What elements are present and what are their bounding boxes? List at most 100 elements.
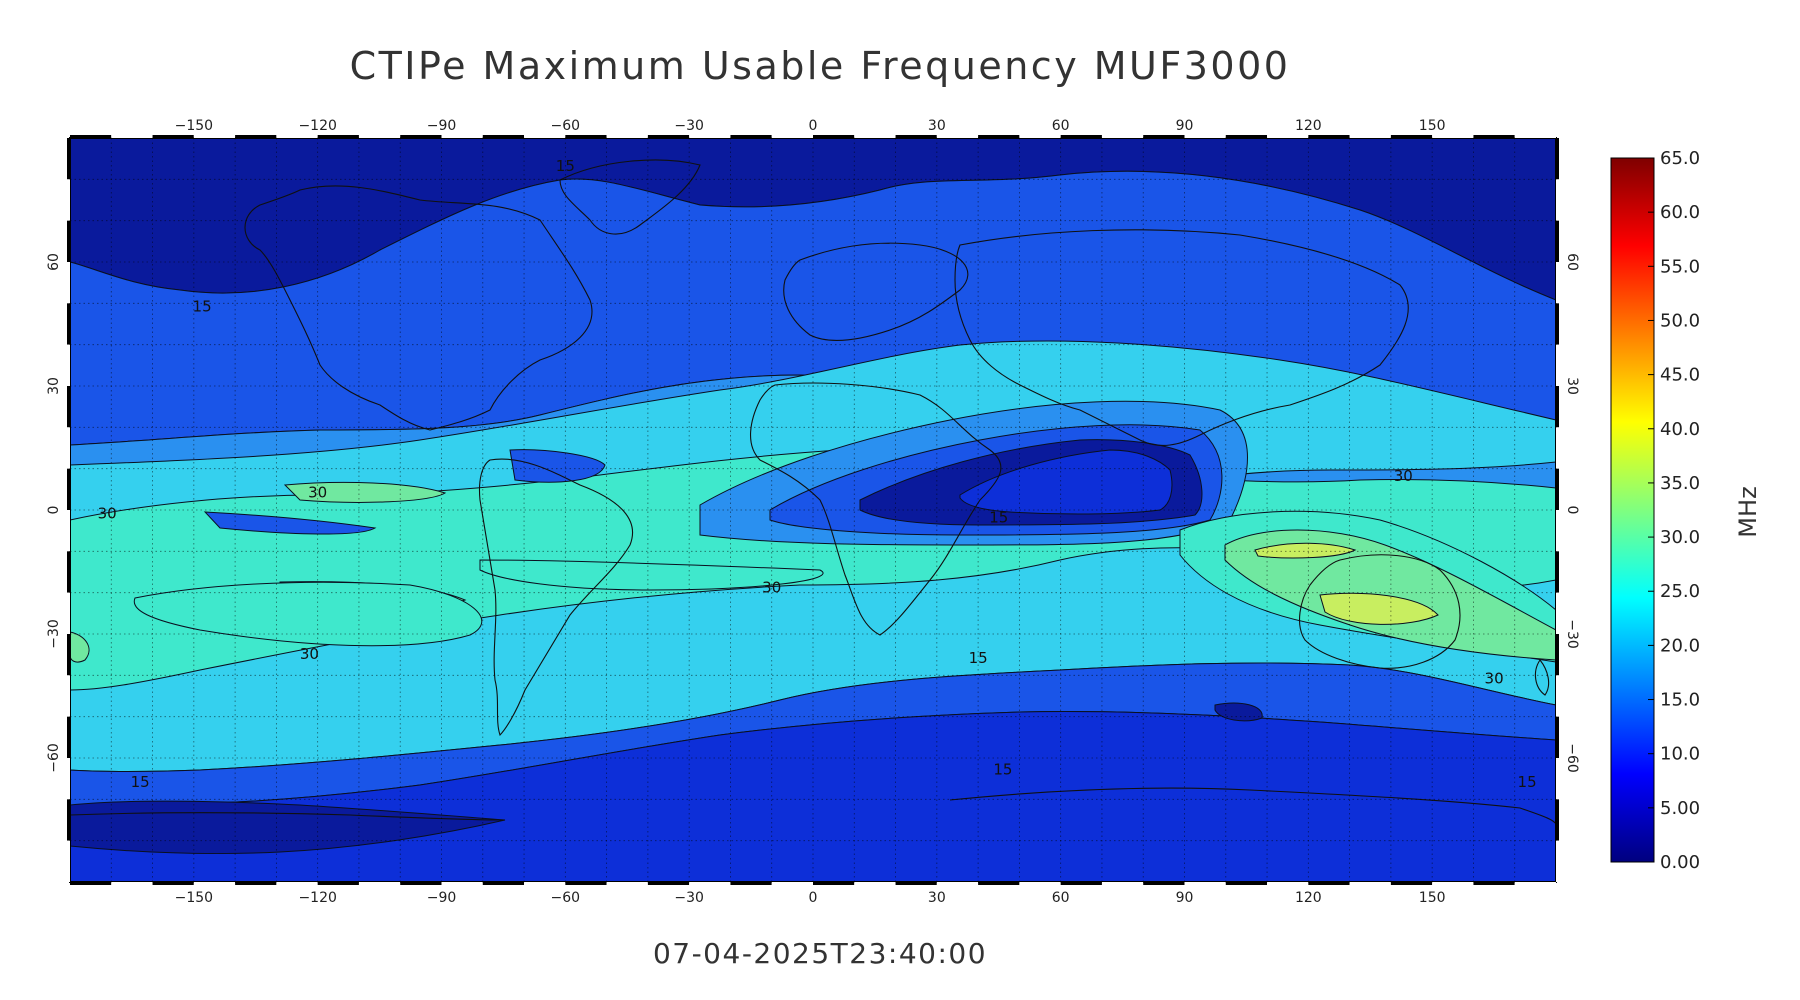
border-tick-right bbox=[1556, 427, 1559, 469]
border-tick-top bbox=[1101, 135, 1144, 138]
zone-atlantic-low bbox=[509, 449, 606, 483]
border-tick-top bbox=[936, 135, 979, 138]
border-tick-right bbox=[1556, 220, 1559, 262]
figure-title: CTIPe Maximum Usable Frequency MUF3000 bbox=[349, 44, 1291, 88]
contour-label: 15 bbox=[193, 298, 212, 316]
contour-label: 15 bbox=[989, 508, 1008, 526]
colorbar-tick-label: 35.0 bbox=[1660, 473, 1700, 494]
border-tick-left bbox=[67, 551, 70, 593]
border-tick-left bbox=[67, 179, 70, 221]
border-tick-top bbox=[276, 135, 318, 138]
border-tick-bottom bbox=[771, 882, 813, 885]
border-tick-top bbox=[1267, 135, 1309, 138]
lon-tick-label-top: 120 bbox=[1295, 118, 1322, 134]
border-tick-left bbox=[67, 262, 70, 304]
border-tick-top bbox=[1060, 135, 1102, 138]
border-tick-top bbox=[854, 135, 896, 138]
border-tick-right bbox=[1556, 138, 1559, 180]
border-tick-right bbox=[1556, 716, 1559, 758]
border-tick-right bbox=[1556, 675, 1559, 717]
australia-coast bbox=[1299, 554, 1461, 669]
border-tick-bottom bbox=[1060, 882, 1102, 885]
border-tick-top bbox=[1225, 135, 1268, 138]
timestamp: 07-04-2025T23:40:00 bbox=[652, 937, 988, 970]
lon-tick-label-top: 30 bbox=[928, 118, 946, 134]
lon-tick-label-bottom: −150 bbox=[175, 890, 213, 906]
contour-label: 15 bbox=[969, 649, 988, 667]
border-tick-left bbox=[67, 344, 70, 386]
zone-australia-yellow-2 bbox=[1319, 592, 1439, 625]
border-tick-bottom bbox=[1514, 882, 1556, 885]
colorbar-tick-label: 65.0 bbox=[1660, 148, 1700, 169]
lon-tick-label-bottom: −120 bbox=[298, 890, 336, 906]
europe-coast bbox=[783, 242, 969, 341]
lon-tick-label-bottom: 90 bbox=[1176, 890, 1194, 906]
border-tick-bottom bbox=[1432, 882, 1474, 885]
border-tick-right bbox=[1556, 840, 1559, 882]
lon-tick-label-top: −150 bbox=[175, 118, 213, 134]
border-tick-right bbox=[1556, 262, 1559, 304]
border-tick-top bbox=[771, 135, 813, 138]
contour-label: 15 bbox=[993, 761, 1012, 779]
border-tick-left bbox=[67, 303, 70, 345]
border-tick-left bbox=[67, 386, 70, 428]
lon-tick-label-bottom: −30 bbox=[674, 890, 704, 906]
border-tick-bottom bbox=[111, 882, 153, 885]
border-tick-right bbox=[1556, 634, 1559, 676]
border-tick-right bbox=[1556, 179, 1559, 221]
north-america-coast bbox=[244, 185, 593, 431]
lat-tick-label-right: 0 bbox=[1564, 506, 1580, 515]
border-tick-bottom bbox=[689, 882, 731, 885]
border-tick-top bbox=[400, 135, 442, 138]
border-tick-right bbox=[1556, 592, 1559, 634]
colorbar-tick-label: 45.0 bbox=[1660, 365, 1700, 386]
border-tick-left bbox=[67, 468, 70, 510]
lon-tick-label-top: −30 bbox=[674, 118, 704, 134]
colorbar-gradient bbox=[1610, 157, 1655, 863]
border-tick-top bbox=[895, 135, 937, 138]
colorbar-unit: MHz bbox=[1734, 486, 1762, 537]
border-tick-left bbox=[67, 840, 70, 882]
lon-tick-label-bottom: −90 bbox=[427, 890, 457, 906]
border-tick-left bbox=[67, 510, 70, 552]
border-tick-bottom bbox=[1143, 882, 1185, 885]
border-tick-left bbox=[67, 138, 70, 180]
asia-coast bbox=[954, 229, 1409, 446]
border-tick-right bbox=[1556, 344, 1559, 386]
colorbar-tick-label: 5.00 bbox=[1660, 798, 1700, 819]
border-tick-right bbox=[1556, 758, 1559, 800]
border-tick-right bbox=[1556, 510, 1559, 552]
border-tick-left bbox=[67, 758, 70, 800]
border-tick-bottom bbox=[1225, 882, 1268, 885]
colorbar-ticks: 65.0 60.0 55.0 50.0 45.0 40.0 35.0 30.0 25.0 20.0… bbox=[1648, 148, 1700, 873]
border-tick-bottom bbox=[1473, 882, 1515, 885]
colorbar-tick-label: 15.0 bbox=[1660, 690, 1700, 711]
border-tick-bottom bbox=[565, 882, 607, 885]
zone-australia-yellow-1 bbox=[1254, 542, 1357, 559]
border-tick-left bbox=[67, 634, 70, 676]
colorbar-tick-label: 20.0 bbox=[1660, 635, 1700, 656]
contour-label: 30 bbox=[762, 579, 781, 597]
border-tick-top bbox=[358, 135, 401, 138]
border-tick-top bbox=[1184, 135, 1226, 138]
colorbar-tick-label: 60.0 bbox=[1660, 202, 1700, 223]
contour-label: 30 bbox=[308, 484, 327, 502]
border-tick-bottom bbox=[441, 882, 483, 885]
border-tick-top bbox=[1349, 135, 1391, 138]
border-tick-left bbox=[67, 799, 70, 841]
lat-tick-label-right: −60 bbox=[1564, 743, 1580, 773]
border-tick-right bbox=[1556, 303, 1559, 345]
border-tick-bottom bbox=[400, 882, 442, 885]
contour-label: 30 bbox=[1394, 467, 1413, 485]
lat-tick-label-left: −30 bbox=[46, 619, 62, 649]
border-tick-right bbox=[1556, 799, 1559, 841]
border-tick-top bbox=[689, 135, 731, 138]
border-tick-left bbox=[67, 675, 70, 717]
border-tick-top bbox=[152, 135, 194, 138]
border-tick-bottom bbox=[317, 882, 359, 885]
border-tick-bottom bbox=[358, 882, 401, 885]
border-tick-top bbox=[482, 135, 525, 138]
border-tick-top bbox=[524, 135, 566, 138]
lat-tick-label-right: 30 bbox=[1564, 377, 1580, 395]
